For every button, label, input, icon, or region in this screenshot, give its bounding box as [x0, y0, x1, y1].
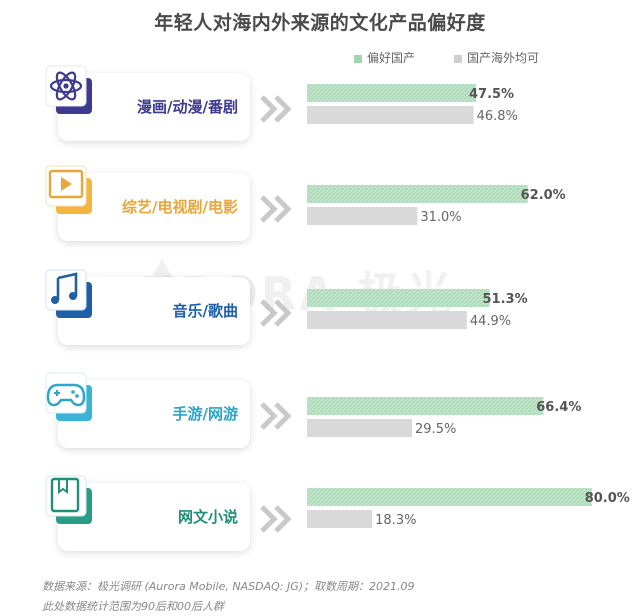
value-label-domestic-3: 66.4%	[536, 400, 581, 415]
video-play-icon	[45, 165, 92, 214]
book-icon	[45, 475, 92, 524]
bar-domestic-4	[307, 488, 592, 506]
legend-item-domestic: 偏好国产	[354, 49, 415, 66]
chevron-right-icon	[260, 95, 292, 123]
legend-swatch-domestic	[354, 54, 362, 63]
value-label-either-3: 29.5%	[415, 422, 456, 437]
chevron-right-icon	[260, 299, 292, 327]
value-label-domestic-4: 80.0%	[585, 491, 630, 506]
category-label-novels: 网文小说	[177, 508, 238, 526]
bar-either-2	[307, 311, 467, 329]
legend-swatch-either	[454, 54, 462, 63]
bar-either-1	[307, 207, 418, 225]
category-label-music: 音乐/歌曲	[172, 302, 238, 320]
chevron-right-icon	[260, 505, 292, 533]
value-label-either-2: 44.9%	[470, 314, 511, 329]
gamepad-icon	[45, 372, 92, 421]
value-label-domestic-2: 51.3%	[483, 292, 528, 307]
legend-item-either: 国产海外均可	[454, 49, 539, 66]
atom-icon	[45, 65, 92, 114]
music-note-icon	[45, 269, 92, 318]
value-label-either-0: 46.8%	[477, 109, 518, 124]
bar-either-0	[307, 106, 474, 124]
chevron-right-icon	[260, 195, 292, 223]
legend-label-domestic: 偏好国产	[367, 51, 416, 65]
bar-domestic-0	[307, 84, 477, 102]
value-label-domestic-1: 62.0%	[521, 188, 566, 203]
source-footnote: 数据来源：极光调研 (Aurora Mobile, NASDAQ: JG)；取数…	[42, 580, 415, 593]
bar-either-3	[307, 419, 413, 437]
bar-domestic-3	[307, 397, 544, 415]
chart-title: 年轻人对海内外来源的文化产品偏好度	[154, 12, 486, 34]
category-label-anime: 漫画/动漫/番剧	[137, 98, 238, 116]
value-label-domestic-0: 47.5%	[469, 87, 514, 102]
category-label-games: 手游/网游	[172, 405, 238, 423]
bar-domestic-2	[307, 289, 490, 307]
bar-either-4	[307, 510, 373, 528]
scope-footnote: 此处数据统计范围为90后和00后人群	[42, 600, 224, 613]
category-label-variety: 综艺/电视剧/电影	[122, 198, 238, 216]
bar-domestic-1	[307, 185, 528, 203]
value-label-either-1: 31.0%	[420, 210, 461, 225]
legend-label-either: 国产海外均可	[467, 51, 540, 65]
chevron-right-icon	[260, 402, 292, 430]
value-label-either-4: 18.3%	[375, 513, 416, 528]
